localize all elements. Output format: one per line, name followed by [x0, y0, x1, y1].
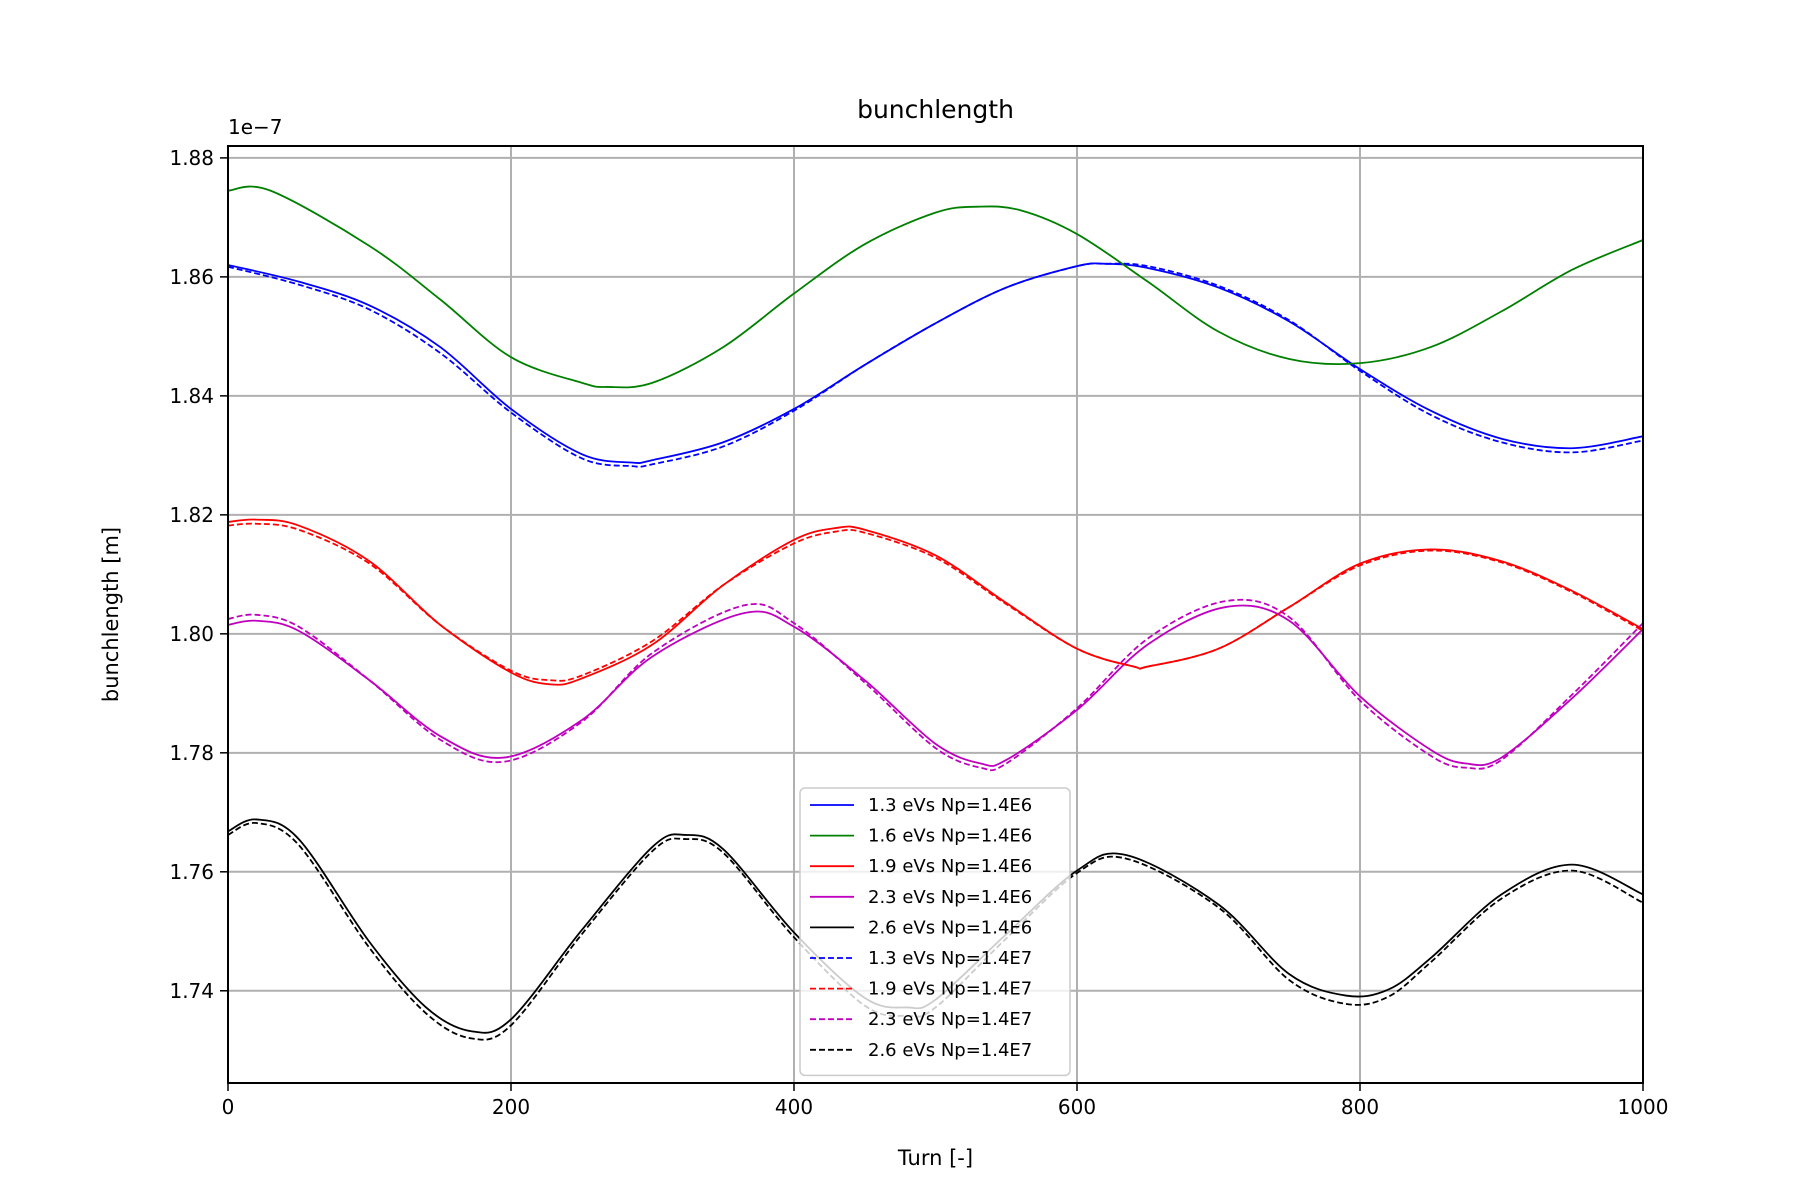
y-axis-offset-text: 1e−7 — [228, 115, 283, 139]
series-line-7 — [228, 522, 1643, 682]
legend: 1.3 eVs Np=1.4E6 1.6 eVs Np=1.4E6 1.9 eVs … — [799, 787, 1071, 1077]
y-tick-label: 1.80 — [169, 622, 214, 646]
legend-label: 1.6 eVs Np=1.4E6 — [868, 826, 1032, 847]
x-tick-label: 800 — [1341, 1095, 1379, 1119]
chart-title: bunchlength — [857, 95, 1014, 124]
legend-box — [799, 787, 1071, 1077]
y-tick-label: 1.76 — [169, 860, 214, 884]
legend-label: 1.9 eVs Np=1.4E7 — [868, 979, 1032, 1000]
y-tick-label: 1.82 — [169, 503, 214, 527]
y-tick-label: 1.74 — [169, 979, 214, 1003]
x-tick-label: 400 — [775, 1095, 813, 1119]
series-line-4 — [228, 604, 1643, 767]
x-axis-label: Turn [-] — [897, 1146, 973, 1170]
x-tick-label: 1000 — [1618, 1095, 1669, 1119]
ticks: 0 200 400 600 800 1000 1.74 1.76 1.78 1.80 1.82 1.8… — [169, 146, 1668, 1119]
legend-label: 1.3 eVs Np=1.4E6 — [868, 795, 1032, 816]
legend-label: 2.6 eVs Np=1.4E7 — [868, 1040, 1032, 1061]
y-tick-label: 1.88 — [169, 146, 214, 170]
series-line-6 — [228, 262, 1643, 468]
x-tick-label: 0 — [222, 1095, 235, 1119]
legend-label: 2.3 eVs Np=1.4E6 — [868, 887, 1032, 908]
x-tick-label: 600 — [1058, 1095, 1096, 1119]
legend-label: 1.9 eVs Np=1.4E6 — [868, 856, 1032, 877]
x-tick-label: 200 — [492, 1095, 530, 1119]
legend-label: 1.3 eVs Np=1.4E7 — [868, 948, 1032, 969]
series-line-2 — [228, 185, 1643, 389]
legend-label: 2.6 eVs Np=1.4E6 — [868, 917, 1032, 938]
y-tick-label: 1.86 — [169, 265, 214, 289]
legend-label: 2.3 eVs Np=1.4E7 — [868, 1009, 1032, 1030]
y-tick-label: 1.78 — [169, 741, 214, 765]
plot-frame — [227, 145, 1644, 1084]
y-axis-label: bunchlength [m] — [99, 527, 123, 702]
y-tick-label: 1.84 — [169, 384, 214, 408]
series-line-8 — [228, 598, 1643, 772]
